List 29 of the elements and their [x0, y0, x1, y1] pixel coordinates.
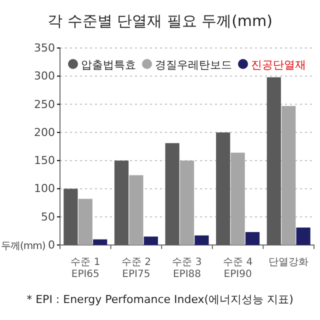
legend-label: 경질우레탄보드: [155, 58, 232, 72]
x-tick-label: 수준 3 EPI88: [172, 257, 202, 280]
bar: [78, 198, 92, 245]
x-tick-label: 단열강화: [268, 257, 309, 268]
y-tick-label: 50: [41, 210, 55, 224]
y-tick-label: 300: [34, 70, 55, 83]
bar: [296, 228, 310, 245]
bar: [93, 239, 108, 245]
y-tick-label: 200: [34, 126, 55, 139]
y-tick-label: 0: [48, 238, 55, 252]
legend-label: 진공단열재: [251, 58, 306, 72]
bar: [230, 152, 245, 245]
y-axis-title: 두께(mm): [1, 241, 46, 252]
bar: [180, 160, 194, 245]
x-tick-label: 수준 2 EPI75: [121, 257, 151, 280]
bar: [129, 175, 144, 245]
chart-title: 각 수준별 단열재 필요 두께(mm): [48, 12, 272, 30]
bar: [245, 232, 260, 245]
text: * EPI : Energy Perfomance Index(에너지성능 지표): [26, 293, 294, 306]
legend-label: 압출법특효: [81, 58, 136, 72]
y-tick-label: 100: [34, 182, 55, 196]
x-tick-label: 수준 1 EPI65: [70, 257, 100, 280]
y-tick-label: 150: [34, 154, 55, 168]
y-tick-label: 250: [34, 98, 55, 111]
y-tick-label: 350: [34, 42, 55, 55]
x-tick-label: 수준 4 EPI90: [223, 257, 253, 280]
bar: [194, 235, 209, 245]
bar: [282, 106, 296, 245]
bar: [144, 236, 158, 245]
